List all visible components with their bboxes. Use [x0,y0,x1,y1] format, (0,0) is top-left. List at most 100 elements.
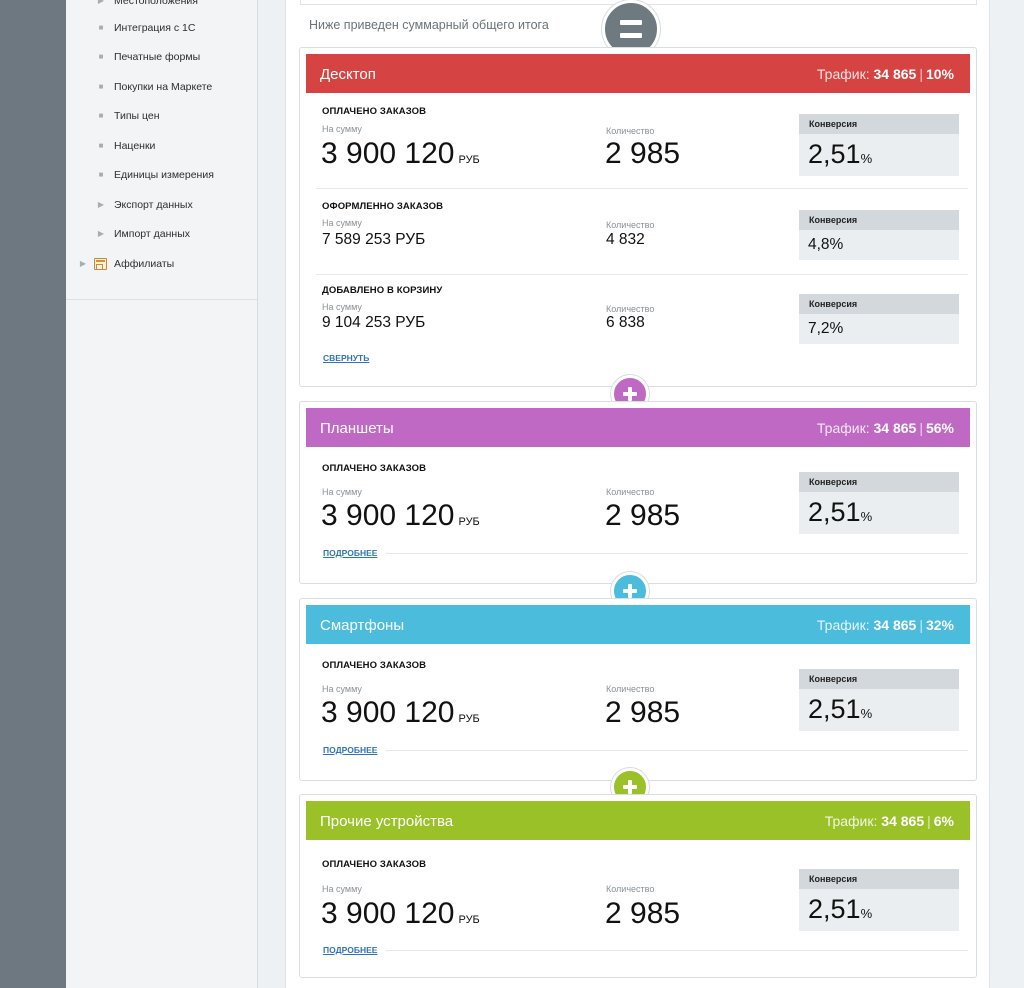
section-title: ОПЛАЧЕНО ЗАКАЗОВ [322,660,427,671]
sidebar-item-label: Импорт данных [114,228,190,240]
card-header: Прочие устройства Трафик: 34 865 | 6% [306,801,970,840]
bullet-icon: ■ [98,141,104,150]
summary-text: Ниже приведен суммарный общего итога [309,18,549,32]
sum-value: 7 589 253 РУБ [322,231,426,248]
sum-label: На сумму [322,218,362,228]
sum-value: 9 104 253 РУБ [322,314,426,331]
sidebar-item-market-purchases[interactable]: ■ Покупки на Маркете [66,74,257,100]
bullet-icon: ■ [98,82,104,91]
collapse-link[interactable]: СВЕРНУТЬ [323,353,370,363]
conversion-value: 2,51% [808,894,873,924]
card-title: Смартфоны [320,617,405,634]
sidebar-item-label: Типы цен [114,110,160,122]
arrow-right-icon: ▶ [97,0,105,5]
left-rail [0,0,66,988]
traffic-stat: Трафик: 34 865 | 6% [824,813,954,829]
device-card-tablets: Планшеты Трафик: 34 865 | 56% ОПЛАЧЕНО ЗАК… [299,401,977,584]
traffic-stat: Трафик: 34 865 | 10% [816,66,954,82]
sidebar-item-price-types[interactable]: ■ Типы цен [66,103,257,129]
quantity-value: 2 985 [605,499,681,532]
sum-value: 3 900 120 РУБ [321,897,480,930]
section-paid-orders: ОПЛАЧЕНО ЗАКАЗОВ На сумму 3 900 120 РУБ К… [316,660,968,740]
sum-label: На сумму [322,302,362,312]
section-title: ОПЛАЧЕНО ЗАКАЗОВ [322,106,427,117]
card-title: Планшеты [320,420,394,437]
conversion-box: Конверсия 2,51% [799,472,959,534]
sidebar: ▶ Местоположения ■ Интеграция с 1С ■ Печ… [66,0,258,988]
link-divider [386,950,968,951]
sidebar-item-label: Наценки [114,140,156,152]
sidebar-item-label: Единицы измерения [114,169,214,181]
card-header: Смартфоны Трафик: 34 865 | 32% [306,605,970,644]
sum-label: На сумму [322,124,362,134]
quantity-value: 4 832 [606,231,645,248]
sidebar-item-label: Аффилиаты [114,258,175,270]
details-link[interactable]: ПОДРОБНЕЕ [323,745,378,755]
bullet-icon: ■ [98,23,104,32]
quantity-label: Количество [606,487,655,497]
traffic-stat: Трафик: 34 865 | 56% [816,420,954,436]
card-title: Прочие устройства [320,813,454,830]
sidebar-menu: ▶ Местоположения ■ Интеграция с 1С ■ Печ… [66,0,257,300]
folder-table-icon [94,258,107,270]
conversion-box: Конверсия 2,51% [799,669,959,731]
conversion-label: Конверсия [799,210,959,230]
sidebar-item-data-export[interactable]: ▶ Экспорт данных [66,192,257,218]
sidebar-item-markups[interactable]: ■ Наценки [66,133,257,159]
conversion-value: 4,8% [808,236,844,253]
conversion-value: 2,51% [808,694,873,724]
sum-label: На сумму [322,684,362,694]
quantity-label: Количество [606,884,655,894]
details-link[interactable]: ПОДРОБНЕЕ [323,945,378,955]
sidebar-item-label: Интеграция с 1С [114,22,196,34]
conversion-value: 2,51% [808,497,873,527]
quantity-value: 2 985 [605,897,681,930]
bullet-icon: ■ [98,111,104,120]
quantity-label: Количество [606,126,655,136]
sidebar-item-affiliates[interactable]: ▶ Аффилиаты [66,251,257,277]
conversion-value: 7,2% [808,320,844,337]
section-title: ДОБАВЛЕНО В КОРЗИНУ [322,285,443,296]
sum-value: 3 900 120 РУБ [321,499,480,532]
section-paid-orders: ОПЛАЧЕНО ЗАКАЗОВ На сумму 3 900 120 РУБ К… [316,859,968,939]
bullet-icon: ■ [98,170,104,179]
sidebar-item-print-forms[interactable]: ■ Печатные формы [66,44,257,70]
sidebar-item-label: Печатные формы [114,51,201,63]
card-header: Десктоп Трафик: 34 865 | 10% [306,54,970,93]
card-title: Десктоп [320,66,376,83]
section-divider [316,274,968,275]
device-card-other-devices: Прочие устройства Трафик: 34 865 | 6% ОПЛА… [299,794,977,978]
sidebar-item-locations[interactable]: ▶ Местоположения [66,0,257,14]
conversion-box: Конверсия 2,51% [799,869,959,931]
sidebar-item-1c-integration[interactable]: ■ Интеграция с 1С [66,15,257,41]
quantity-label: Количество [606,304,655,314]
bullet-icon: ■ [98,52,104,61]
section-title: ОПЛАЧЕНО ЗАКАЗОВ [322,859,427,870]
section-divider [316,188,968,189]
device-card-desktop: Десктоп Трафик: 34 865 | 10% ОПЛАЧЕНО ЗАКА… [299,47,977,387]
arrow-right-icon: ▶ [97,200,105,209]
link-divider [386,553,968,554]
quantity-label: Количество [606,220,655,230]
card-header: Планшеты Трафик: 34 865 | 56% [306,408,970,447]
sidebar-item-data-import[interactable]: ▶ Импорт данных [66,221,257,247]
device-card-smartphones: Смартфоны Трафик: 34 865 | 32% ОПЛАЧЕНО ЗА… [299,598,977,781]
details-link[interactable]: ПОДРОБНЕЕ [323,548,378,558]
sum-value: 3 900 120 РУБ [321,696,480,729]
conversion-label: Конверсия [799,114,959,134]
link-divider [386,750,968,751]
section-created-orders: ОФОРМЛЕННО ЗАКАЗОВ На сумму 7 589 253 РУ… [316,201,968,271]
sum-value: 3 900 120 РУБ [321,137,480,170]
quantity-value: 2 985 [605,696,681,729]
sidebar-item-units[interactable]: ■ Единицы измерения [66,162,257,188]
conversion-box: Конверсия 7,2% [799,294,959,344]
arrow-right-icon: ▶ [79,259,87,268]
quantity-value: 2 985 [605,137,681,170]
section-title: ОПЛАЧЕНО ЗАКАЗОВ [322,463,427,474]
section-title: ОФОРМЛЕННО ЗАКАЗОВ [322,201,444,212]
conversion-box: Конверсия 2,51% [799,114,959,176]
traffic-stat: Трафик: 34 865 | 32% [816,617,954,633]
arrow-right-icon: ▶ [97,229,105,238]
sum-label: На сумму [322,487,362,497]
conversion-label: Конверсия [799,294,959,314]
